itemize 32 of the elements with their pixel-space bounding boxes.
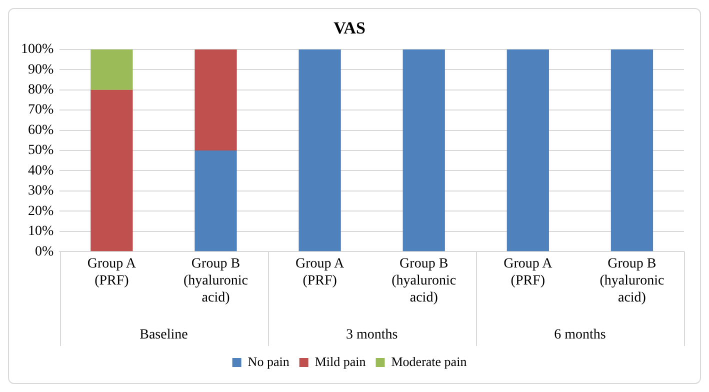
bar (402, 49, 445, 252)
bar (194, 150, 237, 252)
chart-title: VAS (334, 18, 366, 38)
legend-label: Mild pain (314, 354, 366, 369)
x-tick-label: Group B (hyaluronic acid) (183, 256, 248, 306)
x-tick-label: Group A (PRF) (504, 256, 554, 288)
x-tick-label: Group B (hyaluronic acid) (392, 256, 456, 306)
y-tick-label: 100% (20, 42, 54, 58)
bar (90, 90, 133, 252)
legend-label: Moderate pain (391, 354, 468, 369)
x-tick-label: Group A (PRF) (87, 256, 137, 288)
y-tick-label: 40% (28, 163, 54, 178)
text: Baseline (140, 328, 188, 343)
x-tick-label: Group A (PRF) (295, 256, 345, 288)
text: 3 months (346, 328, 398, 343)
y-tick-label: 0% (34, 244, 54, 260)
x-tick-label: Group B (hyaluronic acid) (600, 256, 664, 306)
bar (298, 49, 341, 252)
y-tick-label: 70% (28, 102, 54, 118)
y-tick-label: 30% (28, 184, 54, 199)
y-tick-label: 60% (28, 122, 54, 138)
bar (90, 49, 133, 90)
y-tick-label: 90% (28, 62, 54, 78)
bar (194, 49, 237, 150)
bar (506, 49, 549, 252)
legend-label: No pain (248, 354, 290, 369)
y-tick-label: 10% (28, 224, 54, 240)
text: 6 months (554, 328, 606, 343)
y-tick-label: 50% (28, 143, 54, 158)
bar (610, 49, 654, 252)
y-tick-label: 20% (28, 204, 54, 219)
y-tick-label: 80% (28, 82, 54, 98)
